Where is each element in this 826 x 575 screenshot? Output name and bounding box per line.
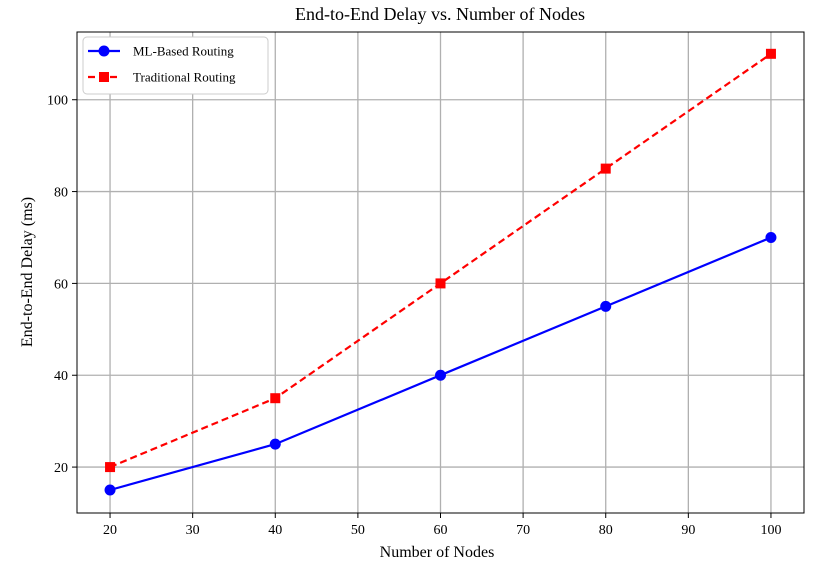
data-point <box>269 438 281 450</box>
x-tick-label: 20 <box>103 523 117 538</box>
grid <box>77 32 804 513</box>
data-point <box>105 462 116 473</box>
data-point <box>765 48 776 59</box>
series-layer <box>104 48 777 496</box>
legend-entry: ML-Based Routing <box>88 44 234 59</box>
x-tick-label: 80 <box>599 523 613 538</box>
series-1 <box>104 231 777 496</box>
legend-label: ML-Based Routing <box>133 44 234 59</box>
x-tick-label: 100 <box>760 523 781 538</box>
y-tick-label: 80 <box>54 186 68 201</box>
legend-label: Traditional Routing <box>133 70 236 85</box>
x-tick-label: 50 <box>351 523 365 538</box>
y-tick-label: 20 <box>54 461 68 476</box>
chart-title: End-to-End Delay vs. Number of Nodes <box>295 4 585 24</box>
y-tick-label: 60 <box>54 277 68 292</box>
x-axis-label: Number of Nodes <box>380 544 495 561</box>
x-tick-label: 70 <box>516 523 530 538</box>
y-axis-label: End-to-End Delay (ms) <box>19 197 36 347</box>
data-point <box>435 369 446 381</box>
x-tick-label: 30 <box>186 523 200 538</box>
x-tick-label: 60 <box>434 523 448 538</box>
legend-marker <box>99 72 109 82</box>
x-tick-label: 40 <box>268 523 282 538</box>
x-tick-label: 90 <box>681 523 695 538</box>
y-tick-label: 40 <box>54 369 68 384</box>
data-point <box>765 231 777 243</box>
legend-marker <box>98 45 110 57</box>
data-point <box>435 278 446 289</box>
series-2 <box>105 48 776 473</box>
data-point <box>104 484 116 496</box>
data-point <box>600 300 612 312</box>
y-tick-label: 100 <box>47 94 68 109</box>
legend: ML-Based Routing Traditional Routing <box>82 36 269 95</box>
legend-box <box>82 36 269 95</box>
data-point <box>600 163 611 174</box>
data-point <box>270 393 281 404</box>
legend-entry: Traditional Routing <box>88 70 236 85</box>
axis-ticks: 20 30 40 50 60 70 80 90 100 20 40 60 80 100 <box>47 94 781 538</box>
